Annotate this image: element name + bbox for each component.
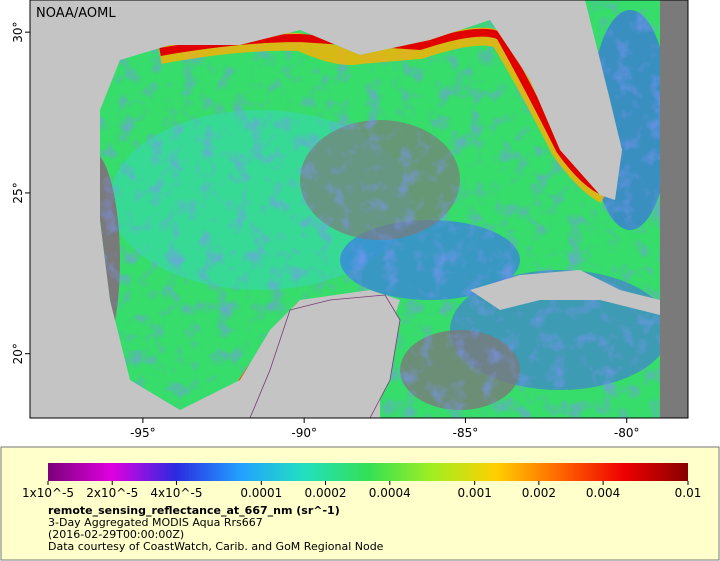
colorbar-tick-label: 2x10^-5 <box>86 486 138 500</box>
caption-line: 3-Day Aggregated MODIS Aqua Rrs667 <box>48 516 263 529</box>
y-tick-label: 20° <box>11 343 25 364</box>
credit: NOAA/AOML <box>36 6 116 21</box>
map-area: NOAA/AOML <box>29 0 689 419</box>
x-tick-label: -90° <box>291 426 317 440</box>
colorbar-tick-label: 4x10^-5 <box>150 486 202 500</box>
no-data <box>660 0 688 418</box>
colorbar-tick-label: 0.002 <box>522 486 556 500</box>
colorbar-tick-label: 0.0002 <box>305 486 347 500</box>
colorbar-tick-label: 0.0001 <box>240 486 282 500</box>
colorbar-tick-label: 0.01 <box>675 486 702 500</box>
colorbar-tick-label: 0.001 <box>457 486 491 500</box>
cuba <box>470 270 660 315</box>
colorbar-tick-label: 0.0004 <box>369 486 411 500</box>
x-tick-label: -85° <box>453 426 479 440</box>
caption-line: Data courtesy of CoastWatch, Carib. and … <box>48 540 384 553</box>
x-tick-label: -95° <box>130 426 156 440</box>
x-tick-label: -80° <box>614 426 640 440</box>
florida <box>532 0 622 200</box>
caption-line: (2016-02-29T00:00:00Z) <box>48 528 184 541</box>
colorbar-tick-label: 0.004 <box>586 486 620 500</box>
y-tick-label: 25° <box>11 182 25 203</box>
colorbar-tick-label: 1x10^-5 <box>22 486 74 500</box>
colorbar <box>48 463 688 481</box>
y-tick-label: 30° <box>11 22 25 43</box>
yucatan <box>249 294 401 419</box>
caption-title: remote_sensing_reflectance_at_667_nm (sr… <box>48 504 340 517</box>
map-frame <box>29 0 689 419</box>
